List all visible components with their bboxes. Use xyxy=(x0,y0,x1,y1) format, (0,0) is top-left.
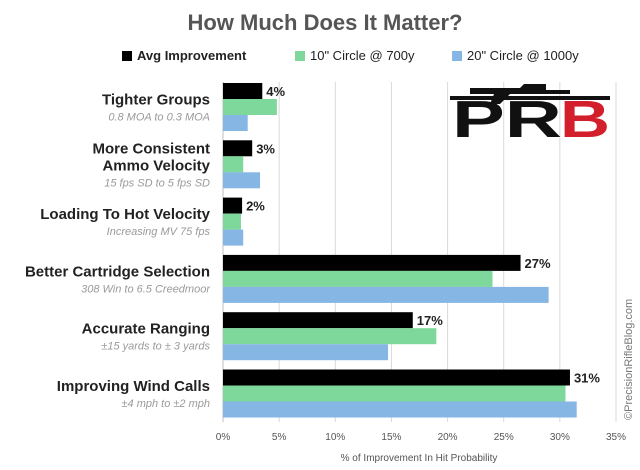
legend-label: 20" Circle @ 1000y xyxy=(467,48,579,63)
rifle-icon xyxy=(470,84,570,104)
category-label: Better Cartridge Selection xyxy=(25,263,210,280)
x-tick-label: 20% xyxy=(438,432,458,443)
bar xyxy=(223,229,244,246)
bar xyxy=(223,99,277,115)
x-tick-label: 25% xyxy=(494,432,514,443)
category-labels: Tighter Groups 0.8 MOA to 0.3 MOA More Con… xyxy=(25,92,211,411)
bar xyxy=(223,270,493,287)
legend-swatch xyxy=(452,51,462,61)
logo-text-b: B xyxy=(560,91,610,149)
category-sublabel: 15 fps SD to 5 fps SD xyxy=(104,177,210,189)
prb-logo: PR B xyxy=(450,84,610,149)
legend-swatch xyxy=(122,51,132,61)
category-label: Accurate Ranging xyxy=(82,321,210,338)
bars: 4% 3% 2% 27% 17% 31% xyxy=(223,83,600,418)
bar xyxy=(223,286,549,303)
bar xyxy=(223,213,241,230)
legend-label: 10" Circle @ 700y xyxy=(310,48,415,63)
bar xyxy=(223,83,263,99)
category-sublabel: 308 Win to 6.5 Creedmoor xyxy=(81,283,211,295)
data-label: 17% xyxy=(417,313,443,328)
bar xyxy=(223,115,248,131)
x-tick-label: 15% xyxy=(381,432,401,443)
category-label: Ammo Velocity xyxy=(102,157,210,174)
x-tick-label: 5% xyxy=(272,432,287,443)
bar xyxy=(223,344,389,361)
data-label: 4% xyxy=(266,84,285,99)
bar xyxy=(223,328,437,345)
x-axis: 0% 5% 10% 15% 20% 25% 30% 35% xyxy=(216,432,626,443)
category-label: Improving Wind Calls xyxy=(57,378,210,395)
bar xyxy=(223,140,253,157)
category-label: More Consistent xyxy=(92,140,210,157)
x-axis-title: % of Improvement In Hit Probability xyxy=(341,453,498,464)
logo-text: PR xyxy=(452,91,562,149)
x-tick-label: 0% xyxy=(216,432,231,443)
legend-label: Avg Improvement xyxy=(137,48,247,63)
logo-bar xyxy=(450,96,610,100)
x-tick-label: 35% xyxy=(606,432,626,443)
grid xyxy=(222,82,617,422)
bar xyxy=(223,401,577,418)
x-tick-label: 30% xyxy=(550,432,570,443)
data-label: 31% xyxy=(574,371,600,386)
bar xyxy=(223,197,243,214)
category-label: Loading To Hot Velocity xyxy=(40,206,210,223)
category-sublabel: ±15 yards to ± 3 yards xyxy=(101,341,210,353)
credit-text: ©PrecisionRifleBlog.com xyxy=(623,299,635,420)
legend-swatch xyxy=(295,51,305,61)
bar xyxy=(223,312,413,329)
x-tick-label: 10% xyxy=(325,432,345,443)
legend: Avg Improvement 10" Circle @ 700y 20" Circ… xyxy=(122,48,579,63)
bar xyxy=(223,156,244,173)
bar xyxy=(223,172,261,189)
chart-title: How Much Does It Matter? xyxy=(187,10,462,35)
bar xyxy=(223,369,570,386)
category-sublabel: 0.8 MOA to 0.3 MOA xyxy=(108,112,210,124)
data-label: 2% xyxy=(246,199,265,214)
bar xyxy=(223,385,566,402)
category-sublabel: ±4 mph to ±2 mph xyxy=(121,398,210,410)
data-label: 27% xyxy=(525,256,551,271)
data-label: 3% xyxy=(256,141,275,156)
bar xyxy=(223,254,521,271)
category-label: Tighter Groups xyxy=(102,92,210,109)
category-sublabel: Increasing MV 75 fps xyxy=(107,226,211,238)
